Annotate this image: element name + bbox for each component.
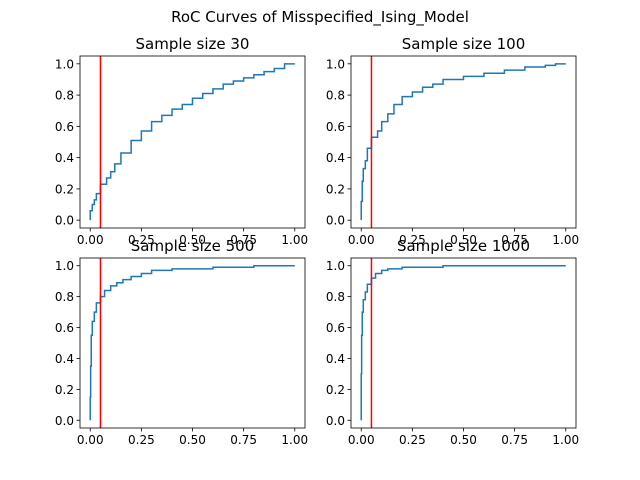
subplot-4: Sample size 1000 0.00 0.25 0.50 0.75 1.00 0.0 0… [326, 237, 579, 447]
x-tick-label: 0.75 [230, 233, 257, 247]
y-tick-label: 0.6 [326, 321, 345, 335]
subplot-title: Sample size 30 [136, 35, 250, 53]
x-tick-label: 0.75 [501, 233, 528, 247]
x-tick-label: 0.00 [348, 433, 375, 447]
x-tick-label: 0.25 [128, 233, 155, 247]
x-tick-label: 0.00 [348, 233, 375, 247]
subplot-title: Sample size 1000 [397, 237, 530, 255]
y-tick-label: 0.0 [55, 414, 74, 428]
y-tick-label: 0.0 [326, 414, 345, 428]
y-tick-label: 0.6 [326, 120, 345, 134]
x-tick-label: 0.50 [179, 233, 206, 247]
x-tick-label: 0.50 [450, 233, 477, 247]
y-tick-label: 0.6 [55, 120, 74, 134]
x-tick-label: 0.00 [77, 433, 104, 447]
y-tick-label: 0.2 [326, 182, 345, 196]
x-tick-label: 1.00 [281, 433, 308, 447]
x-tick-label: 1.00 [281, 233, 308, 247]
subplot-title: Sample size 100 [402, 35, 526, 53]
y-tick-label: 0.4 [55, 151, 74, 165]
subplot-3: Sample size 500 0.00 0.25 0.50 0.75 1.00 0.0 0.… [55, 237, 308, 447]
subplot-grid: Sample size 30 0.00 0.25 0.50 0.75 1.00 0.0 0.2… [55, 35, 579, 447]
y-tick-label: 0.8 [326, 290, 345, 304]
subplot-2: Sample size 100 0.00 0.25 0.50 0.75 1.00 0.0 0.… [326, 35, 579, 247]
x-tick-label: 0.75 [501, 433, 528, 447]
y-tick-label: 0.4 [326, 151, 345, 165]
x-tick-label: 1.00 [552, 233, 579, 247]
roc-curve [360, 63, 566, 221]
x-tick-label: 1.00 [552, 433, 579, 447]
y-tick-label: 0.0 [55, 214, 74, 228]
subplot-1: Sample size 30 0.00 0.25 0.50 0.75 1.00 0.0 0.2… [55, 35, 308, 247]
y-tick-label: 1.0 [326, 259, 345, 273]
y-tick-label: 0.4 [326, 352, 345, 366]
y-tick-label: 0.2 [326, 383, 345, 397]
y-tick-label: 0.8 [326, 89, 345, 103]
y-tick-label: 0.8 [55, 290, 74, 304]
x-tick-label: 0.25 [128, 433, 155, 447]
figure-suptitle: RoC Curves of Misspecified_Ising_Model [171, 8, 469, 27]
y-tick-label: 0.2 [55, 383, 74, 397]
subplot-title: Sample size 500 [131, 237, 255, 255]
y-tick-label: 1.0 [55, 57, 74, 71]
x-tick-label: 0.00 [77, 233, 104, 247]
x-tick-label: 0.50 [179, 433, 206, 447]
roc-curve [89, 264, 295, 421]
x-tick-label: 0.25 [399, 233, 426, 247]
x-tick-label: 0.50 [450, 433, 477, 447]
y-tick-label: 0.2 [55, 182, 74, 196]
x-tick-label: 0.75 [230, 433, 257, 447]
roc-curve [360, 264, 566, 421]
y-tick-label: 0.4 [55, 352, 74, 366]
x-tick-label: 0.25 [399, 433, 426, 447]
y-tick-label: 0.0 [326, 214, 345, 228]
y-tick-label: 1.0 [326, 57, 345, 71]
y-tick-label: 0.6 [55, 321, 74, 335]
y-tick-label: 1.0 [55, 259, 74, 273]
y-tick-label: 0.8 [55, 89, 74, 103]
